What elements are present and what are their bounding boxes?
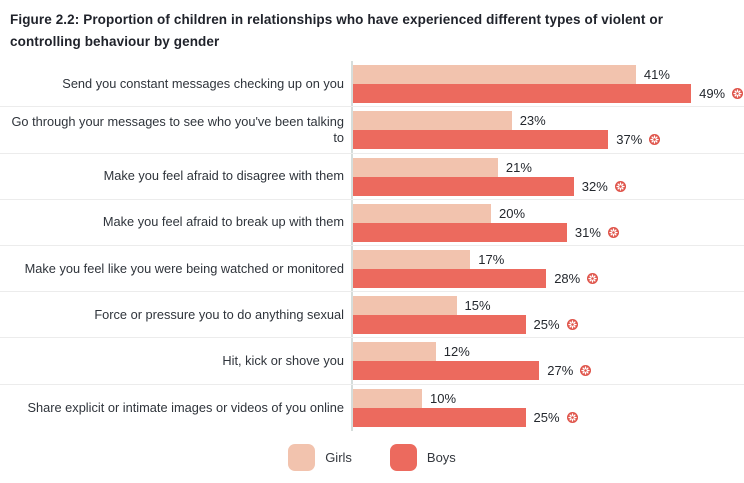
boys-bar-line: 27% bbox=[353, 361, 744, 381]
category-label: Force or pressure you to do anything sex… bbox=[94, 306, 344, 322]
row-plot: 23% 37% bbox=[351, 107, 744, 153]
boys-bar-line: 31% bbox=[353, 222, 744, 242]
boys-bar-line: 25% bbox=[353, 315, 744, 335]
category-label: Go through your messages to see who you'… bbox=[11, 113, 344, 145]
category-label: Share explicit or intimate images or vid… bbox=[27, 399, 344, 415]
girls-bar-line: 15% bbox=[353, 296, 744, 316]
boys-bar bbox=[353, 407, 526, 427]
chart-row: Make you feel like you were being watche… bbox=[0, 245, 744, 293]
boys-bar bbox=[353, 222, 567, 242]
asterisk-circle-icon bbox=[732, 88, 744, 100]
boys-bar bbox=[353, 268, 547, 288]
chart-row: Send you constant messages checking up o… bbox=[0, 61, 744, 108]
row-plot: 15% 25% bbox=[351, 292, 744, 338]
girls-bar bbox=[353, 203, 491, 223]
girls-bar-line: 20% bbox=[353, 203, 744, 223]
bar-value: 25% bbox=[533, 317, 560, 333]
boys-bar-line: 49% bbox=[353, 84, 744, 104]
legend-label: Girls bbox=[325, 449, 352, 465]
boys-bar bbox=[353, 361, 540, 381]
bar-value: 21% bbox=[505, 159, 532, 175]
figure-title: Figure 2.2: Proportion of children in re… bbox=[10, 12, 664, 49]
bar-value: 37% bbox=[616, 132, 643, 148]
row-plot: 17% 28% bbox=[351, 245, 744, 292]
bar-value: 17% bbox=[478, 251, 505, 267]
girls-bar-line: 12% bbox=[353, 342, 744, 362]
legend-label: Boys bbox=[426, 449, 456, 465]
boys-bar-line: 25% bbox=[353, 407, 744, 427]
bar-value: 10% bbox=[430, 390, 457, 406]
girls-bar bbox=[353, 111, 512, 131]
boys-bar bbox=[353, 315, 526, 335]
asterisk-circle-icon bbox=[566, 319, 578, 331]
girls-bar-line: 41% bbox=[353, 65, 744, 85]
category-label: Make you feel afraid to disagree with th… bbox=[103, 168, 344, 184]
boys-bar bbox=[353, 130, 609, 150]
chart-row: Share explicit or intimate images or vid… bbox=[0, 384, 744, 431]
row-plot: 10% 25% bbox=[351, 384, 744, 431]
girls-bar-line: 23% bbox=[353, 111, 744, 131]
boys-swatch bbox=[389, 443, 417, 471]
chart-row: Make you feel afraid to disagree with th… bbox=[0, 153, 744, 200]
girls-bar-line: 10% bbox=[353, 388, 744, 408]
bar-value: 28% bbox=[554, 270, 581, 286]
legend: Girls Boys bbox=[0, 443, 744, 471]
bar-value: 31% bbox=[574, 224, 601, 240]
boys-bar-line: 37% bbox=[353, 130, 744, 150]
bar-value: 12% bbox=[443, 344, 470, 360]
girls-bar bbox=[353, 342, 436, 362]
row-plot: 41% 49% bbox=[351, 61, 744, 107]
bar-value: 25% bbox=[533, 409, 560, 425]
chart-row: Go through your messages to see who you'… bbox=[0, 107, 744, 154]
boys-bar-line: 28% bbox=[353, 268, 744, 288]
category-label: Hit, kick or shove you bbox=[222, 352, 344, 368]
chart-row: Hit, kick or shove you 12% 27% bbox=[0, 338, 744, 385]
asterisk-circle-icon bbox=[607, 226, 619, 238]
category-label: Send you constant messages checking up o… bbox=[62, 75, 344, 91]
asterisk-circle-icon bbox=[614, 180, 626, 192]
chart-rows: Send you constant messages checking up o… bbox=[0, 61, 744, 431]
bar-value: 15% bbox=[464, 298, 491, 314]
girls-bar bbox=[353, 388, 422, 408]
girls-bar bbox=[353, 65, 636, 85]
bar-value: 23% bbox=[519, 113, 546, 129]
girls-swatch bbox=[288, 443, 316, 471]
girls-bar-line: 21% bbox=[353, 157, 744, 177]
bar-value: 32% bbox=[581, 178, 608, 194]
row-plot: 20% 31% bbox=[351, 199, 744, 245]
asterisk-circle-icon bbox=[580, 365, 592, 377]
asterisk-circle-icon bbox=[566, 411, 578, 423]
girls-bar bbox=[353, 157, 498, 177]
asterisk-circle-icon bbox=[587, 272, 599, 284]
boys-bar-line: 32% bbox=[353, 176, 744, 196]
row-plot: 21% 32% bbox=[351, 153, 744, 199]
girls-bar bbox=[353, 249, 471, 269]
legend-item-boys: Boys bbox=[389, 443, 456, 471]
girls-bar-line: 17% bbox=[353, 249, 744, 269]
boys-bar bbox=[353, 84, 692, 104]
bar-value: 20% bbox=[499, 205, 526, 221]
category-label: Make you feel like you were being watche… bbox=[24, 260, 344, 276]
bar-value: 41% bbox=[643, 67, 670, 83]
bar-chart: Send you constant messages checking up o… bbox=[0, 61, 744, 431]
boys-bar bbox=[353, 176, 574, 196]
row-plot: 12% 27% bbox=[351, 338, 744, 384]
asterisk-circle-icon bbox=[649, 134, 661, 146]
chart-row: Make you feel afraid to break up with th… bbox=[0, 199, 744, 246]
chart-row: Force or pressure you to do anything sex… bbox=[0, 292, 744, 339]
bar-value: 27% bbox=[547, 363, 574, 379]
girls-bar bbox=[353, 296, 457, 316]
category-label: Make you feel afraid to break up with th… bbox=[102, 214, 344, 230]
bar-value: 49% bbox=[699, 86, 726, 102]
legend-item-girls: Girls bbox=[288, 443, 352, 471]
